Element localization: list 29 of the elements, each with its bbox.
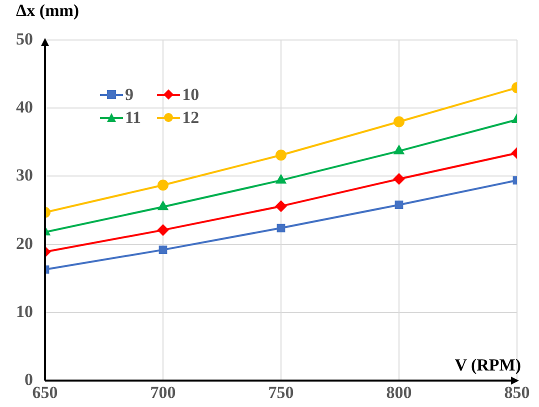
point: [158, 246, 168, 254]
point: [394, 116, 404, 128]
x-tick-label: 750: [268, 383, 294, 402]
y-tick-label: 10: [16, 302, 33, 321]
y-tick-label: 40: [16, 98, 33, 117]
legend-label: 10: [182, 85, 200, 104]
point: [394, 173, 404, 184]
point: [394, 200, 404, 210]
x-axis-title: V (RPM): [454, 355, 521, 374]
point: [158, 180, 168, 191]
point: [276, 150, 286, 161]
y-tick-label: 50: [16, 29, 33, 48]
y-tick-label: 20: [16, 234, 33, 253]
y-tick-label: 0: [24, 370, 33, 389]
point: [276, 200, 286, 212]
point: [276, 174, 286, 184]
legend-label: 11: [125, 108, 142, 127]
x-tick-label: 650: [32, 383, 58, 402]
y-tick-label: 30: [16, 166, 33, 185]
y-axis-title: Δx (mm): [16, 0, 80, 20]
x-tick-label: 800: [386, 383, 412, 402]
legend-label: 12: [182, 108, 200, 127]
legend-label: 9: [125, 85, 134, 104]
point: [158, 224, 168, 236]
point: [276, 224, 286, 232]
x-tick-label: 700: [150, 383, 176, 402]
x-tick-label: 850: [504, 383, 530, 402]
point: [158, 201, 168, 210]
point: [394, 146, 404, 154]
